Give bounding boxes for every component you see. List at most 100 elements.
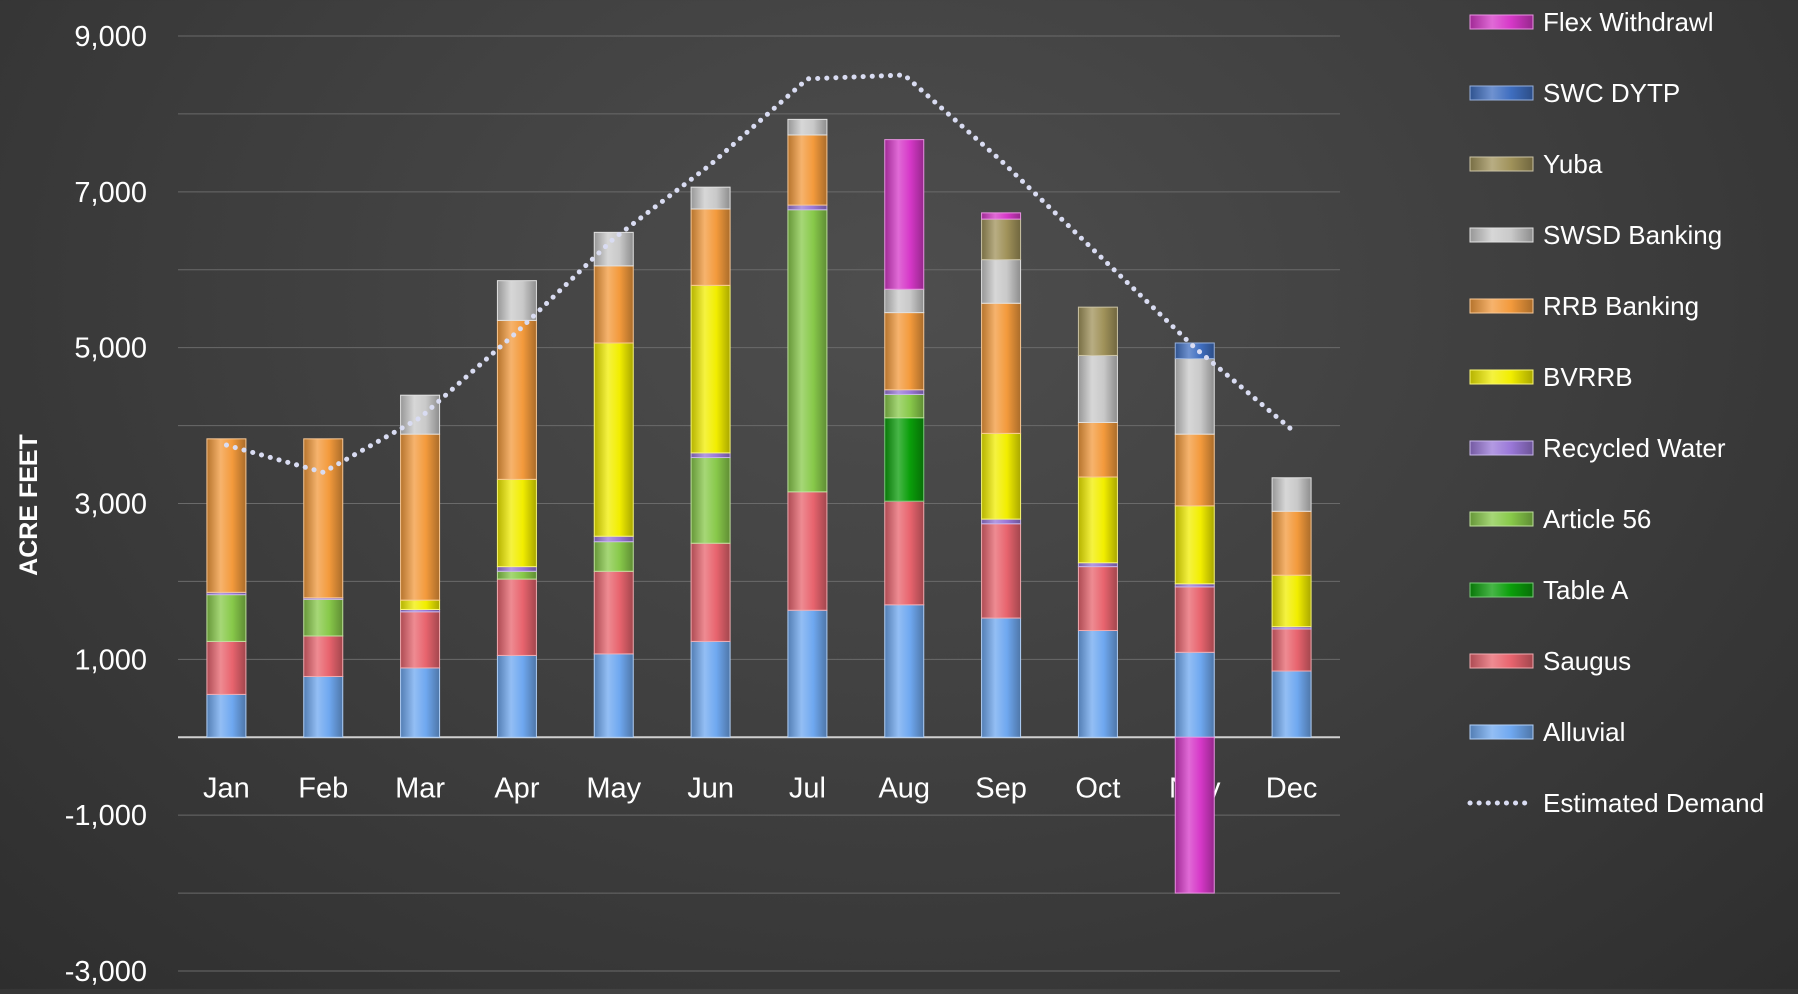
bar-rrb-banking-jun — [690, 208, 731, 286]
bar-yuba-sep — [981, 218, 1022, 261]
legend-label: Flex Withdrawl — [1543, 7, 1713, 37]
bar-saugus-nov — [1174, 586, 1215, 653]
y-tick-label: 1,000 — [74, 644, 147, 676]
x-tick-label: Jul — [789, 772, 826, 804]
bar-alluvial-nov — [1174, 651, 1215, 738]
legend-label: Recycled Water — [1543, 433, 1726, 463]
bar-saugus-jan — [206, 640, 247, 695]
bar-rrb-banking-apr — [496, 319, 537, 480]
x-tick-label: Feb — [298, 772, 348, 804]
bar-rrb-banking-nov — [1174, 433, 1215, 507]
y-tick-label: 9,000 — [74, 21, 147, 53]
bar-alluvial-feb — [303, 675, 344, 738]
legend-label: SWC DYTP — [1543, 78, 1680, 108]
bar-alluvial-apr — [496, 654, 537, 738]
legend-item-saugus: Saugus — [1469, 646, 1631, 676]
x-tick-label: Mar — [395, 772, 445, 804]
legend: Flex Withdrawl SWC DYTP Yuba SWSD Banking RR… — [1467, 7, 1764, 818]
bar-swsd-banking-oct — [1077, 354, 1118, 423]
bar-alluvial-jun — [690, 640, 731, 738]
y-tick-label: -3,000 — [65, 956, 147, 988]
estimated-demand-line-layer — [223, 72, 1295, 476]
estimated-demand-line — [223, 72, 1295, 476]
bar-rrb-banking-feb — [303, 438, 344, 599]
legend-label: Yuba — [1543, 149, 1603, 179]
bar-bvrrb-nov — [1174, 505, 1215, 585]
legend-item-yuba: Yuba — [1469, 149, 1603, 179]
bar-bvrrb-jun — [690, 284, 731, 454]
bar-recycled-water-aug — [884, 389, 925, 395]
bar-saugus-jul — [787, 491, 828, 611]
x-tick-label: Oct — [1075, 772, 1120, 804]
bar-alluvial-oct — [1077, 630, 1118, 738]
bar-saugus-may — [593, 570, 634, 655]
bar-swsd-banking-jun — [690, 186, 731, 210]
y-axis-title: ACRE FEET — [15, 434, 43, 576]
bar-saugus-aug — [884, 500, 925, 606]
legend-swatch — [1469, 298, 1534, 314]
bar-bvrrb-mar — [400, 599, 441, 610]
bar-article-56-jun — [690, 457, 731, 544]
bar-alluvial-aug — [884, 604, 925, 738]
bar-swsd-banking-nov — [1174, 358, 1215, 435]
bar-saugus-mar — [400, 611, 441, 669]
legend-item-estimated-demand: Estimated Demand — [1467, 788, 1764, 818]
bar-recycled-water-may — [593, 535, 634, 543]
legend-label: RRB Banking — [1543, 291, 1699, 321]
axes: -3,000 -1,000 1,000 3,000 5,000 7,000 9,000 Jan… — [65, 21, 1318, 988]
bar-alluvial-sep — [981, 617, 1022, 738]
bar-swsd-banking-dec — [1271, 477, 1312, 512]
bar-flex-withdrawl-aug — [884, 139, 925, 290]
bar-saugus-dec — [1271, 628, 1312, 672]
bar-article-56-aug — [884, 393, 925, 419]
bar-recycled-water-apr — [496, 566, 537, 572]
bar-flex-withdrawl-nov — [1174, 736, 1215, 894]
x-tick-label: Jan — [203, 772, 250, 804]
x-tick-label: Jun — [687, 772, 734, 804]
legend-swatch — [1469, 440, 1534, 456]
legend-item-article-56: Article 56 — [1469, 504, 1651, 534]
legend-label: Table A — [1543, 575, 1629, 605]
bar-rrb-banking-sep — [981, 302, 1022, 434]
bar-saugus-sep — [981, 523, 1022, 619]
bar-alluvial-jul — [787, 609, 828, 738]
bar-swc-dytp-nov — [1174, 342, 1215, 360]
bar-saugus-oct — [1077, 566, 1118, 632]
bar-recycled-water-oct — [1077, 562, 1118, 568]
bar-table-a-aug — [884, 417, 925, 502]
legend-label: BVRRB — [1543, 362, 1633, 392]
y-tick-label: 3,000 — [74, 489, 147, 521]
bar-alluvial-jan — [206, 693, 247, 738]
bar-bvrrb-oct — [1077, 476, 1118, 564]
legend-item-bvrrb: BVRRB — [1469, 362, 1633, 392]
legend-swatch — [1469, 582, 1534, 598]
bar-article-56-jan — [206, 594, 247, 642]
x-tick-label: Aug — [878, 772, 930, 804]
bar-rrb-banking-aug — [884, 312, 925, 391]
bar-bvrrb-dec — [1271, 574, 1312, 628]
bar-recycled-water-sep — [981, 518, 1022, 525]
legend-label: Saugus — [1543, 646, 1631, 676]
bar-recycled-water-jun — [690, 452, 731, 459]
bar-article-56-apr — [496, 570, 537, 580]
bar-bvrrb-sep — [981, 432, 1022, 520]
legend-swatch — [1469, 227, 1534, 243]
bar-saugus-jun — [690, 542, 731, 642]
legend-swatch — [1469, 14, 1534, 30]
bar-article-56-may — [593, 541, 634, 572]
legend-swatch — [1469, 369, 1534, 385]
legend-item-swsd-banking: SWSD Banking — [1469, 220, 1722, 250]
bar-article-56-jul — [787, 209, 828, 493]
legend-swatch — [1469, 85, 1534, 101]
bar-recycled-water-jul — [787, 204, 828, 211]
bar-rrb-banking-jan — [206, 438, 247, 593]
bar-rrb-banking-oct — [1077, 421, 1118, 478]
legend-item-flex-withdrawl: Flex Withdrawl — [1469, 7, 1713, 37]
gridlines — [178, 35, 1340, 972]
bar-bvrrb-apr — [496, 478, 537, 568]
legend-item-recycled-water: Recycled Water — [1469, 433, 1726, 463]
legend-label: Estimated Demand — [1543, 788, 1764, 818]
y-tick-label: 7,000 — [74, 177, 147, 209]
legend-item-alluvial: Alluvial — [1469, 717, 1625, 747]
